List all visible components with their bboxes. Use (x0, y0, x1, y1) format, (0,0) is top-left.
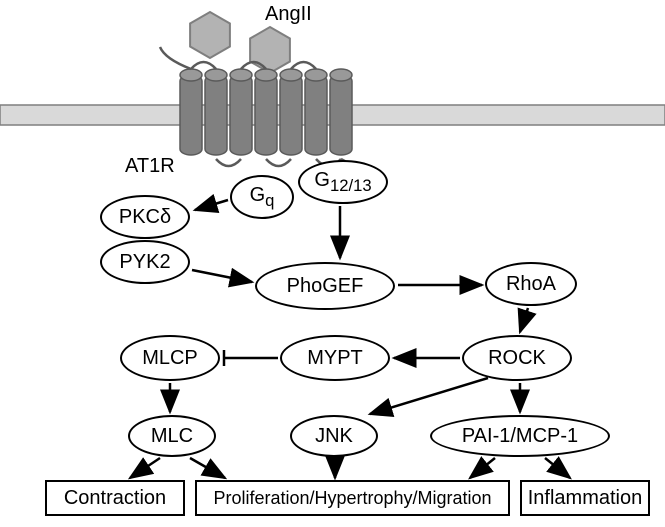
jnk-text: JNK (315, 425, 353, 448)
rhoa-text: RhoA (506, 273, 556, 296)
pyk2-text: PYK2 (119, 251, 170, 274)
node-pai1: PAI-1/MCP-1 (430, 415, 610, 457)
angii-label: AngII (265, 3, 312, 26)
node-phogef: PhoGEF (255, 262, 395, 310)
inflammation-text: Inflammation (528, 487, 643, 510)
at1r-label: AT1R (125, 155, 175, 178)
mlcp-text: MLCP (142, 347, 198, 370)
node-jnk: JNK (290, 415, 378, 457)
node-g1213: G12/13 (298, 160, 388, 204)
mlc-text: MLC (151, 425, 193, 448)
pkcd-text: PKCδ (119, 206, 171, 229)
rock-text: ROCK (488, 347, 546, 370)
node-gq: Gq (230, 175, 294, 219)
box-prolif: Proliferation/Hypertrophy/Migration (195, 480, 510, 516)
prolif-text: Proliferation/Hypertrophy/Migration (213, 488, 491, 509)
node-mlc: MLC (128, 415, 216, 457)
contraction-text: Contraction (64, 487, 166, 510)
phogef-text: PhoGEF (287, 275, 364, 298)
node-rock: ROCK (462, 335, 572, 381)
node-pkcd: PKCδ (100, 195, 190, 239)
pai1-text: PAI-1/MCP-1 (462, 425, 578, 448)
gq-text: Gq (250, 184, 275, 211)
node-pyk2: PYK2 (100, 240, 190, 284)
node-mlcp: MLCP (120, 335, 220, 381)
box-contraction: Contraction (45, 480, 185, 516)
node-mypt: MYPT (280, 335, 390, 381)
g1213-text: G12/13 (314, 169, 371, 196)
box-inflammation: Inflammation (520, 480, 650, 516)
node-rhoa: RhoA (485, 262, 577, 306)
mypt-text: MYPT (307, 347, 363, 370)
